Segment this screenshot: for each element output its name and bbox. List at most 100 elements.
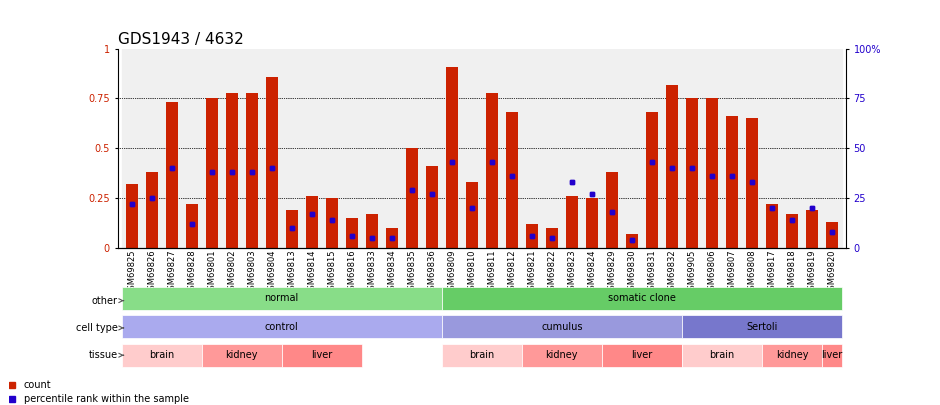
Bar <box>146 173 158 248</box>
Bar <box>662 49 682 248</box>
FancyBboxPatch shape <box>762 343 822 367</box>
Bar <box>366 214 378 248</box>
Text: liver: liver <box>632 350 652 360</box>
Bar <box>486 92 498 248</box>
Bar <box>626 234 638 248</box>
Bar <box>606 173 618 248</box>
Bar <box>245 92 258 248</box>
Text: Sertoli: Sertoli <box>746 322 777 332</box>
Bar <box>506 113 518 248</box>
Text: percentile rank within the sample: percentile rank within the sample <box>24 394 189 404</box>
Bar <box>506 113 518 248</box>
Text: brain: brain <box>710 350 734 360</box>
Bar <box>165 102 178 248</box>
Text: kidney: kidney <box>776 350 808 360</box>
Bar <box>802 49 822 248</box>
Bar <box>602 49 622 248</box>
Bar <box>762 49 782 248</box>
Bar <box>522 49 541 248</box>
FancyBboxPatch shape <box>442 315 682 339</box>
Bar <box>465 182 478 248</box>
Bar <box>346 218 357 248</box>
Text: GDS1943 / 4632: GDS1943 / 4632 <box>118 32 243 47</box>
Bar <box>266 77 277 248</box>
Text: liver: liver <box>311 350 332 360</box>
Bar <box>121 49 142 248</box>
Bar <box>385 228 398 248</box>
Bar <box>666 85 678 248</box>
Bar <box>426 166 438 248</box>
Bar <box>706 98 718 248</box>
Bar <box>622 49 642 248</box>
FancyBboxPatch shape <box>602 343 682 367</box>
Bar <box>806 210 818 248</box>
Bar <box>642 49 662 248</box>
Bar <box>446 66 458 248</box>
Bar <box>582 49 602 248</box>
Bar <box>562 49 582 248</box>
Bar <box>481 49 502 248</box>
Bar <box>541 49 562 248</box>
Bar <box>442 49 462 248</box>
FancyBboxPatch shape <box>682 315 842 339</box>
Bar <box>686 98 697 248</box>
Bar <box>586 198 598 248</box>
Bar <box>206 98 217 248</box>
Text: liver: liver <box>822 350 842 360</box>
FancyBboxPatch shape <box>121 343 201 367</box>
Bar <box>185 204 197 248</box>
Bar <box>525 224 538 248</box>
Bar <box>746 118 758 248</box>
Bar <box>306 196 318 248</box>
Bar <box>786 214 798 248</box>
Bar <box>766 204 778 248</box>
Bar <box>362 49 382 248</box>
Bar <box>462 49 481 248</box>
Bar <box>682 49 702 248</box>
Bar <box>321 49 341 248</box>
FancyBboxPatch shape <box>522 343 602 367</box>
FancyBboxPatch shape <box>121 315 442 339</box>
Bar <box>706 98 718 248</box>
Bar <box>286 210 298 248</box>
Bar <box>666 85 678 248</box>
Bar <box>126 184 137 248</box>
Bar <box>126 184 137 248</box>
Bar <box>826 222 838 248</box>
Bar <box>766 204 778 248</box>
Text: count: count <box>24 380 51 390</box>
Bar <box>446 66 458 248</box>
FancyBboxPatch shape <box>121 287 442 310</box>
Bar <box>826 222 838 248</box>
Bar <box>261 49 282 248</box>
Bar <box>606 173 618 248</box>
Bar <box>566 196 578 248</box>
FancyBboxPatch shape <box>822 343 842 367</box>
Bar <box>366 214 378 248</box>
Text: brain: brain <box>149 350 174 360</box>
Bar <box>486 92 498 248</box>
Bar <box>181 49 201 248</box>
Text: other: other <box>92 296 123 306</box>
Bar <box>282 49 302 248</box>
FancyBboxPatch shape <box>282 343 362 367</box>
Bar <box>702 49 722 248</box>
Bar <box>226 92 238 248</box>
Bar <box>742 49 762 248</box>
Bar <box>346 218 357 248</box>
Bar <box>406 148 417 248</box>
FancyBboxPatch shape <box>442 287 842 310</box>
Bar <box>426 166 438 248</box>
Bar <box>786 214 798 248</box>
Text: brain: brain <box>469 350 494 360</box>
Bar <box>302 49 321 248</box>
Bar <box>266 77 277 248</box>
Bar <box>726 117 738 248</box>
Text: cumulus: cumulus <box>541 322 583 332</box>
Text: somatic clone: somatic clone <box>608 294 676 303</box>
Text: normal: normal <box>264 294 299 303</box>
Bar <box>686 98 697 248</box>
Bar <box>806 210 818 248</box>
Bar <box>325 198 337 248</box>
Bar <box>222 49 242 248</box>
